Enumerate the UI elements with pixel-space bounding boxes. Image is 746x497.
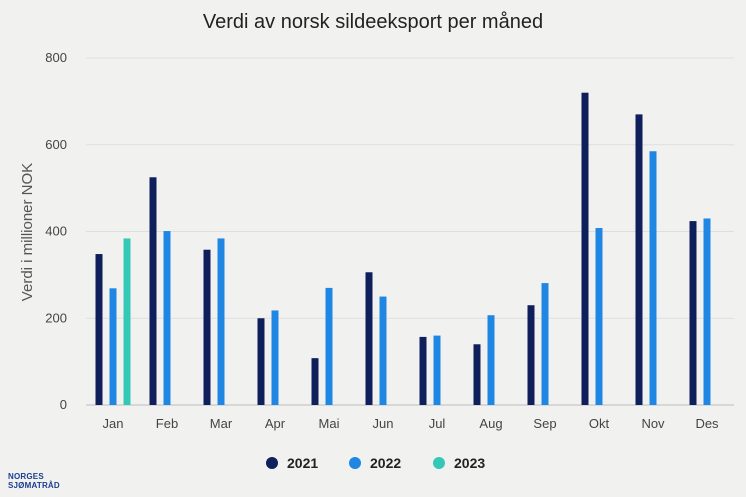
bar-2022-Aug (487, 315, 495, 405)
y-tick-labels: 0 200 400 600 800 (45, 50, 67, 412)
bar-2021-Mar (203, 249, 211, 405)
legend-label-2022: 2022 (370, 455, 401, 471)
y-axis-label: Verdi i millioner NOK (19, 163, 36, 301)
x-tick-label: Okt (589, 416, 610, 431)
y-tick-label: 400 (45, 224, 67, 239)
x-tick-label: Mar (210, 416, 233, 431)
legend: 2021 2022 2023 (266, 455, 485, 471)
bar-2021-Des (689, 221, 697, 405)
bar-2022-Mar (217, 238, 225, 405)
x-tick-label: Sep (533, 416, 556, 431)
bar-2022-Apr (271, 310, 279, 405)
x-tick-labels: Jan Feb Mar Apr Mai Jun Jul Aug Sep Okt Nov Des (103, 416, 720, 431)
bar-2021-Okt (581, 92, 589, 405)
y-tick-label: 200 (45, 310, 67, 325)
bar-2021-Feb (149, 177, 157, 405)
y-tick-label: 0 (60, 397, 67, 412)
legend-label-2021: 2021 (287, 455, 318, 471)
x-tick-label: Jul (429, 416, 446, 431)
logo-line-1: NORGES (8, 472, 44, 481)
x-tick-label: Aug (479, 416, 502, 431)
bars (95, 92, 711, 405)
bar-2021-Sep (527, 305, 535, 405)
legend-marker-2023 (433, 457, 445, 469)
bar-2021-Mai (311, 358, 319, 405)
y-tick-label: 600 (45, 137, 67, 152)
bar-2022-Des (703, 218, 711, 405)
bar-2022-Jan (109, 288, 117, 405)
bar-2022-Feb (163, 231, 171, 405)
bar-2022-Jun (379, 296, 387, 405)
bar-2023-Jan (123, 238, 131, 405)
x-tick-label: Jun (373, 416, 394, 431)
bar-2022-Sep (541, 283, 549, 405)
x-tick-label: Des (695, 416, 719, 431)
bar-2022-Jul (433, 335, 441, 405)
x-tick-label: Nov (641, 416, 665, 431)
x-tick-label: Feb (156, 416, 178, 431)
bar-2021-Aug (473, 344, 481, 405)
norges-sjomatrad-logo: NORGES SJØMATRÅD (8, 472, 60, 490)
legend-marker-2022 (349, 457, 361, 469)
bar-2022-Nov (649, 151, 657, 405)
bar-2022-Mai (325, 287, 333, 405)
chart-title: Verdi av norsk sildeeksport per måned (203, 11, 543, 33)
y-tick-label: 800 (45, 50, 67, 65)
x-tick-label: Jan (103, 416, 124, 431)
bar-2021-Jul (419, 336, 427, 405)
bar-2021-Jan (95, 254, 103, 405)
legend-marker-2021 (266, 457, 278, 469)
bar-2021-Apr (257, 318, 265, 405)
bar-2021-Jun (365, 272, 373, 405)
x-tick-label: Apr (265, 416, 286, 431)
bar-2022-Okt (595, 228, 603, 405)
legend-label-2023: 2023 (454, 455, 485, 471)
logo-line-2: SJØMATRÅD (8, 481, 60, 490)
x-tick-label: Mai (319, 416, 340, 431)
gridlines (86, 57, 734, 406)
bar-2021-Nov (635, 114, 643, 405)
